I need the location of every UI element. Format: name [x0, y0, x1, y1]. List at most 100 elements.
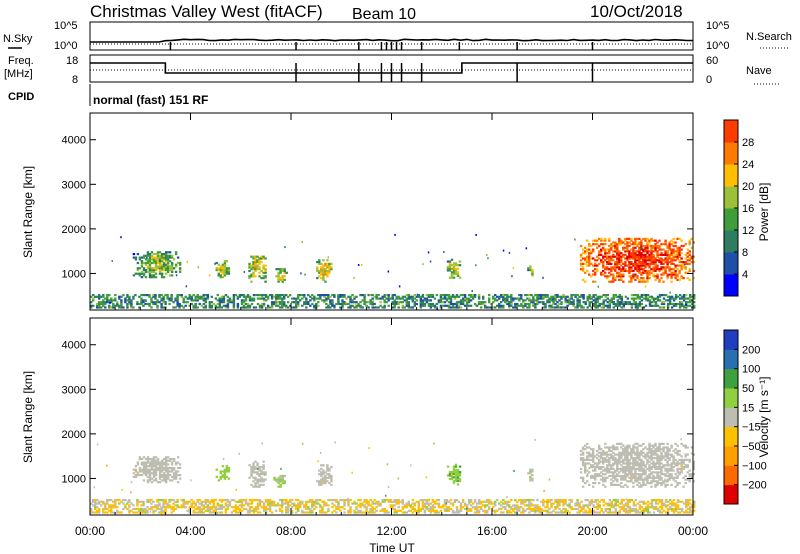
echo-cell [479, 502, 483, 505]
echo-cell [225, 260, 229, 263]
echo-cell [413, 502, 417, 505]
echo-cell [622, 306, 626, 309]
echo-cell [176, 470, 180, 473]
echo-cell [248, 275, 251, 278]
echo-cell [640, 261, 643, 264]
echo-cell [531, 269, 534, 272]
echo-cell [650, 295, 654, 298]
echo-cell [664, 511, 668, 514]
echo-cell [634, 261, 637, 264]
echo-cell [620, 259, 623, 262]
echo-cell [488, 500, 491, 503]
echo-cell [644, 471, 647, 474]
echo-cell [642, 464, 645, 467]
echo-cell [664, 499, 668, 502]
echo-cell [359, 306, 362, 309]
echo-cell [156, 258, 160, 261]
echo-cell [612, 462, 615, 465]
echo-cell [138, 258, 142, 261]
echo-cell [656, 277, 659, 280]
echo-cell [506, 295, 509, 298]
echo-cell [226, 304, 230, 307]
echo-cell [341, 302, 344, 306]
echo-cell [678, 304, 682, 307]
echo-cell [256, 511, 260, 514]
echo-cell [413, 509, 417, 512]
echo-cell [554, 297, 557, 300]
echo-cell [512, 299, 515, 302]
echo-cell [592, 273, 595, 276]
echo-cell [620, 502, 624, 505]
echo-cell [285, 506, 288, 509]
echo-cell [443, 294, 447, 297]
echo-cell [452, 476, 456, 479]
echo-cell [610, 244, 613, 248]
echo-cell [320, 273, 323, 276]
echo-cell [676, 507, 680, 511]
echo-cell [646, 294, 650, 297]
echo-cell [588, 507, 591, 511]
echo-cell [138, 468, 142, 471]
echo-cell [212, 302, 216, 306]
echo-cell [532, 302, 535, 306]
echo-cell [614, 243, 617, 246]
echo-cell [353, 297, 356, 300]
echo-cell [640, 253, 643, 256]
echo-cell [477, 295, 481, 298]
echo-cell [445, 500, 449, 503]
echo-cell [581, 457, 585, 460]
echo-cell [534, 511, 537, 514]
echo-cell [174, 251, 178, 254]
echo-cell [666, 451, 669, 454]
echo-cell [130, 509, 133, 512]
echo-cell [393, 509, 396, 512]
echo-cell [397, 509, 400, 512]
echo-cell [610, 266, 613, 269]
echo-cell [158, 270, 162, 273]
echo-cell [622, 269, 625, 273]
echo-cell [606, 464, 609, 467]
echo-cell [393, 306, 396, 309]
echo-cell [252, 275, 255, 278]
echo-cell [234, 294, 238, 297]
echo-cell [652, 297, 656, 300]
echo-cell [620, 482, 623, 485]
echo-cell [664, 266, 667, 269]
echo-cell [685, 301, 688, 304]
echo-cell [407, 504, 411, 507]
echo-cell [423, 299, 427, 302]
echo-cell [160, 461, 164, 464]
echo-cell [606, 268, 609, 271]
echo-cell [564, 297, 567, 300]
echo-cell [542, 504, 545, 507]
echo-cell [417, 295, 421, 298]
echo-cell [176, 504, 179, 507]
echo-cell [465, 509, 469, 512]
echo-cell [120, 304, 123, 307]
echo-cell [361, 299, 364, 302]
echo-cell [600, 499, 603, 502]
echo-cell [254, 482, 257, 485]
echo-cell [564, 500, 567, 503]
echo-cell [324, 474, 327, 478]
echo-cell [652, 261, 655, 264]
echo-cell [90, 511, 93, 514]
echo-cell [311, 500, 314, 503]
echo-cell [634, 297, 638, 300]
echo-cell [258, 485, 261, 488]
echo-cell [158, 267, 162, 270]
echo-cell [614, 483, 617, 486]
echo-cell [606, 469, 609, 472]
echo-cell [439, 306, 443, 309]
echo-cell [642, 269, 645, 273]
echo-cell [221, 470, 225, 473]
echo-cell [150, 499, 153, 502]
echo-cell [465, 302, 469, 306]
echo-cell [164, 267, 168, 270]
echo-cell [397, 502, 400, 505]
echo-cell [604, 507, 608, 511]
echo-cell [363, 301, 366, 304]
echo-cell [150, 458, 154, 461]
echo-cell [397, 499, 400, 502]
echo-cell [136, 474, 140, 477]
